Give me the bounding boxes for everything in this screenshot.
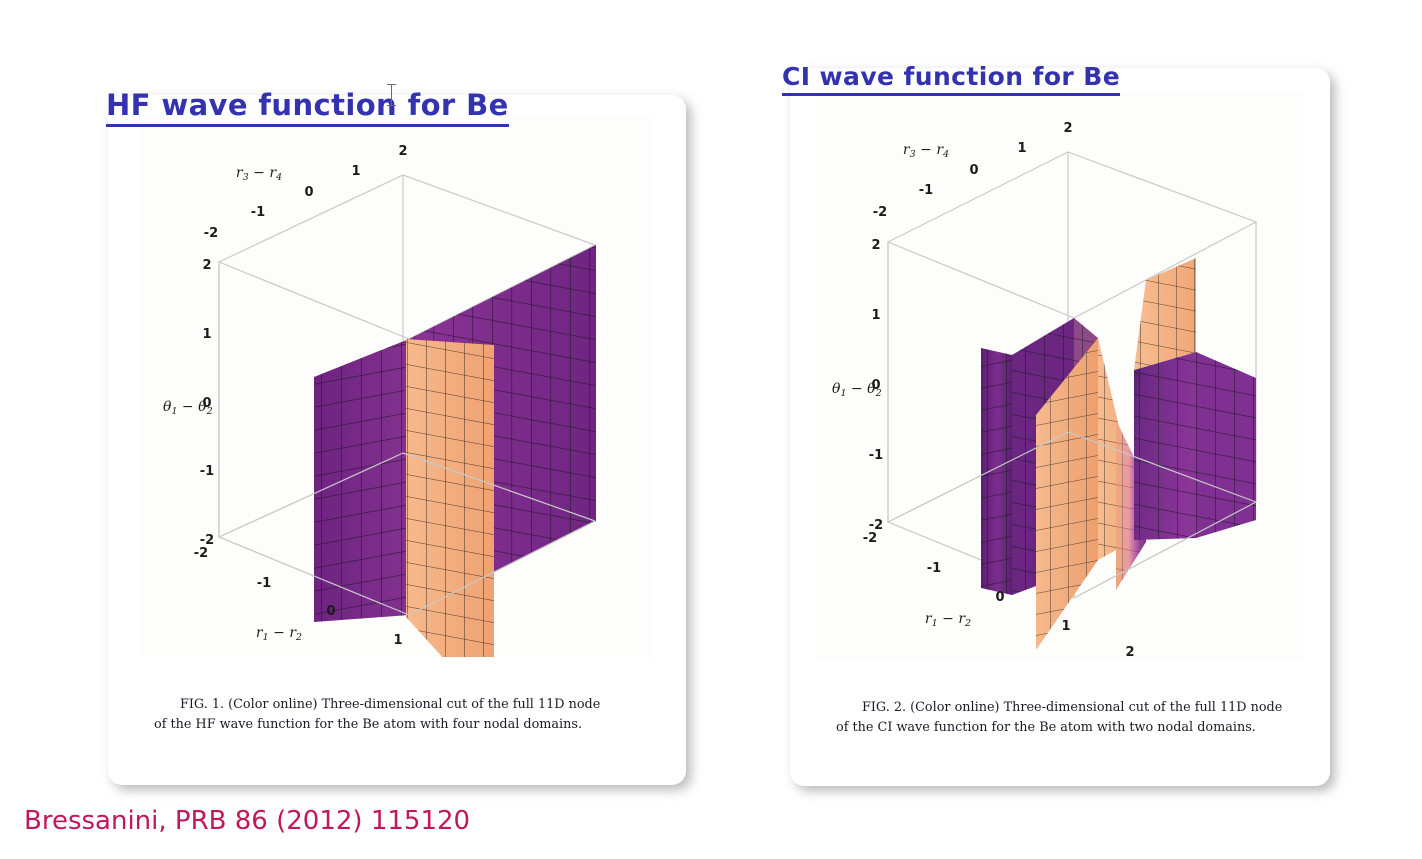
surface-ci-right-purple [1134, 352, 1256, 540]
svg-text:r3 − r4: r3 − r4 [236, 165, 282, 183]
figure-caption-hf: FIG. 1. (Color online) Three-dimensional… [108, 695, 686, 735]
axis-y-r3-r4: -2 -1 0 1 2 r3 − r4 [204, 144, 408, 241]
axis-box-front-edges [887, 242, 1257, 599]
svg-text:1: 1 [871, 308, 880, 323]
caption-ci-line2: of the CI wave function for the Be atom … [836, 719, 1256, 735]
figure-hf: -2 -1 0 1 2 r3 − r4 2 1 0 -1 -2 θ1 [108, 117, 686, 657]
svg-text:-2: -2 [863, 531, 877, 546]
page-title-hf: HF wave function for Be [106, 88, 509, 127]
title-ci-text: CI wave function for Be [782, 62, 1121, 91]
figure-panel-ci: -2 -1 0 1 2 r3 − r4 2 1 0 -1 -2 θ1 [790, 68, 1330, 786]
axis-box-front-edges [218, 262, 596, 616]
svg-text:0: 0 [871, 378, 880, 393]
svg-text:0: 0 [304, 185, 313, 200]
surface-ci-saddle-fold [1116, 420, 1146, 590]
caption-hf-line1: FIG. 1. (Color online) Three-dimensional… [180, 697, 601, 712]
title-hf-underline [106, 124, 509, 127]
svg-text:1: 1 [1017, 141, 1026, 156]
svg-text:-2: -2 [869, 518, 883, 533]
svg-text:0: 0 [969, 163, 978, 178]
svg-text:-1: -1 [869, 448, 883, 463]
plot-ci-svg: -2 -1 0 1 2 r3 − r4 2 1 0 -1 -2 θ1 [832, 121, 1258, 660]
plot-hf-svg: -2 -1 0 1 2 r3 − r4 2 1 0 -1 -2 θ1 [163, 144, 597, 657]
plot-ci-3d-surface: -2 -1 0 1 2 r3 − r4 2 1 0 -1 -2 θ1 [816, 90, 1304, 660]
svg-text:θ1 − θ2: θ1 − θ2 [163, 399, 213, 417]
svg-text:-1: -1 [251, 205, 265, 220]
axis-z-theta1-theta2: 2 1 0 -1 -2 θ1 − θ2 [163, 258, 214, 548]
svg-text:r1 − r2: r1 − r2 [925, 611, 971, 629]
svg-text:-2: -2 [873, 205, 887, 220]
title-ci-underline [782, 93, 1121, 96]
svg-text:2: 2 [1125, 645, 1134, 660]
axis-x-r1-r2: -2 -1 0 1 2 r1 − r2 [194, 546, 403, 648]
svg-text:2: 2 [1063, 121, 1072, 136]
svg-text:r1 − r2: r1 − r2 [256, 625, 302, 643]
svg-text:-1: -1 [257, 576, 271, 591]
figure-ci: -2 -1 0 1 2 r3 − r4 2 1 0 -1 -2 θ1 [790, 90, 1330, 660]
svg-text:2: 2 [871, 238, 880, 253]
title-hf-text: HF wave function for Be [106, 88, 509, 122]
figure-panel-hf: -2 -1 0 1 2 r3 − r4 2 1 0 -1 -2 θ1 [108, 95, 686, 785]
svg-text:r3 − r4: r3 − r4 [903, 142, 949, 160]
svg-text:1: 1 [351, 164, 360, 179]
caption-hf-line2: of the HF wave function for the Be atom … [154, 716, 583, 732]
svg-text:-1: -1 [927, 561, 941, 576]
svg-text:2: 2 [398, 144, 407, 159]
svg-text:θ1 − θ2: θ1 − θ2 [832, 381, 882, 399]
svg-text:0: 0 [202, 396, 211, 411]
caption-ci-line1: FIG. 2. (Color online) Three-dimensional… [862, 700, 1283, 715]
svg-text:-1: -1 [200, 464, 214, 479]
svg-text:1: 1 [393, 633, 402, 648]
svg-text:-1: -1 [919, 183, 933, 198]
svg-text:-2: -2 [204, 226, 218, 241]
page-title-ci: CI wave function for Be [782, 62, 1121, 96]
svg-text:0: 0 [995, 590, 1004, 605]
plot-hf-3d-surface: -2 -1 0 1 2 r3 − r4 2 1 0 -1 -2 θ1 [141, 117, 653, 657]
text-cursor-ibeam [387, 84, 396, 106]
svg-text:-2: -2 [200, 533, 214, 548]
svg-text:2: 2 [202, 258, 211, 273]
svg-text:1: 1 [202, 327, 211, 342]
citation-reference: Bressanini, PRB 86 (2012) 115120 [24, 806, 471, 836]
axis-y-r3-r4: -2 -1 0 1 2 r3 − r4 [873, 121, 1073, 220]
figure-caption-ci: FIG. 2. (Color online) Three-dimensional… [790, 698, 1330, 738]
svg-text:1: 1 [1061, 619, 1070, 634]
surface-plane-orange [406, 339, 494, 657]
svg-text:-2: -2 [194, 546, 208, 561]
surface-ci-right-orange-crest [1134, 258, 1196, 370]
svg-text:0: 0 [326, 604, 335, 619]
axis-z-theta1-theta2: 2 1 0 -1 -2 θ1 − θ2 [832, 238, 883, 533]
